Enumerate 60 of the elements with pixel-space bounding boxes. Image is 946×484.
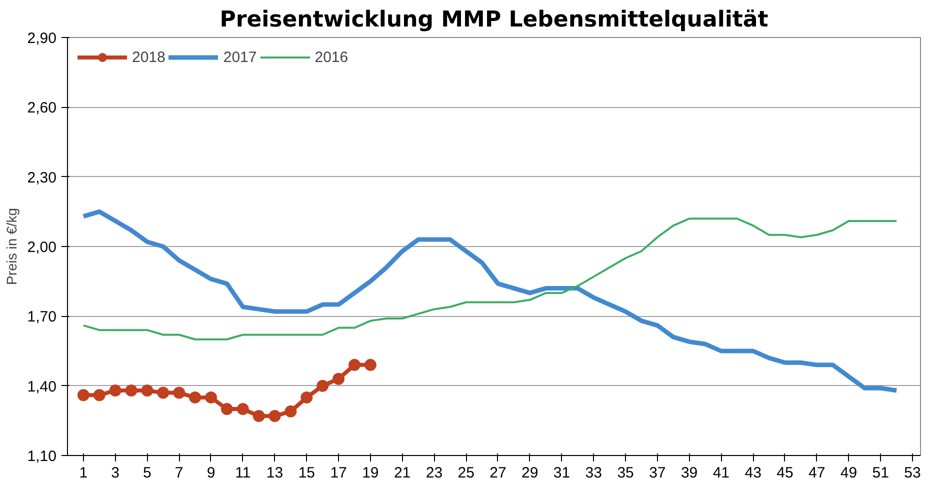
x-tick-label: 53	[904, 464, 921, 482]
point	[364, 358, 376, 371]
x-tick-label: 25	[458, 464, 474, 482]
x-tick-label: 37	[649, 464, 666, 482]
x-tick-label: 13	[266, 464, 284, 482]
chart-title: Preisentwicklung MMP Lebensmittelqualität	[220, 8, 769, 32]
x-tick-label: 9	[206, 464, 216, 482]
point	[300, 391, 313, 404]
y-tick-label: 1,40	[27, 378, 57, 396]
y-tick-label: 2,00	[27, 239, 57, 256]
x-tick-label: 47	[808, 464, 826, 482]
point	[204, 391, 217, 404]
point	[173, 386, 186, 399]
point	[284, 405, 297, 418]
y-tick-label: 1,70	[27, 308, 57, 326]
point	[157, 386, 170, 399]
x-tick-label: 5	[143, 464, 152, 482]
x-tick-label: 15	[298, 464, 316, 482]
y-tick-label: 2,30	[27, 169, 57, 186]
point	[109, 384, 122, 396]
x-tick-label: 29	[522, 464, 538, 482]
point	[348, 358, 360, 371]
legend-label: 2017	[223, 48, 257, 66]
x-tick-label: 17	[330, 464, 347, 482]
x-tick-label: 43	[744, 464, 762, 482]
point	[332, 372, 345, 385]
line-series	[82, 218, 898, 340]
x-tick-label: 23	[426, 464, 443, 482]
x-tick-label: 11	[235, 464, 251, 482]
x-tick-label: 51	[872, 464, 889, 482]
legend-label: 2016	[314, 48, 348, 66]
line-series	[81, 209, 899, 393]
x-tick-label: 49	[840, 464, 858, 482]
point	[268, 410, 281, 422]
point	[125, 384, 138, 396]
x-tick-label: 21	[394, 464, 411, 482]
y-tick-label: 2,90	[27, 30, 57, 47]
x-tick-label: 19	[362, 464, 379, 482]
point	[316, 380, 329, 392]
point	[220, 403, 233, 416]
x-tick-label: 45	[776, 464, 794, 482]
point	[141, 384, 154, 396]
point	[252, 410, 265, 422]
y-tick-label: 1,10	[27, 448, 57, 465]
point	[77, 389, 90, 402]
point	[93, 389, 106, 402]
x-tick-label: 39	[680, 464, 698, 482]
x-tick-label: 31	[553, 464, 570, 482]
y-tick-label: 2,60	[27, 100, 57, 117]
x-tick-label: 1	[79, 464, 88, 482]
x-tick-label: 41	[712, 464, 730, 482]
y-axis-title: Preis in €/kg	[3, 208, 20, 286]
point	[236, 403, 249, 416]
legend-label: 2018	[132, 48, 166, 66]
x-tick-label: 7	[174, 464, 184, 482]
x-tick-label: 3	[111, 464, 120, 482]
point	[189, 391, 202, 404]
x-tick-label: 27	[490, 464, 506, 482]
x-tick-label: 35	[617, 464, 634, 482]
x-tick-label: 33	[585, 464, 602, 482]
